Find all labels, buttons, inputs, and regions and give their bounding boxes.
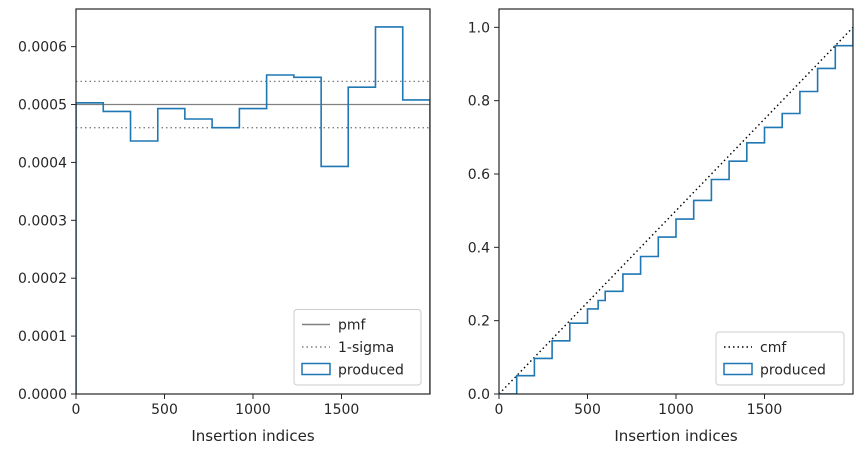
y-tick-label: 0.0003	[18, 213, 67, 229]
legend: cmf produced	[715, 331, 845, 386]
x-tick-label: 1000	[658, 402, 694, 418]
produced-series	[499, 27, 853, 394]
legend-label: pmf	[338, 318, 367, 334]
y-tick-label: 0.0000	[18, 387, 67, 403]
x-tick-label: 500	[151, 402, 178, 418]
right-chart-panel: 0 500 1000 1500 0.0 0.2 0.4 0.6 0.8 1.0 Insertion …	[468, 8, 854, 445]
y-tick-label: 0.2	[468, 314, 490, 330]
x-axis-label: Insertion indices	[614, 427, 737, 445]
plot-area	[76, 26, 430, 394]
y-tick-label: 0.0006	[18, 40, 67, 56]
x-tick-label: 1500	[324, 402, 360, 418]
x-tick-label: 1500	[747, 402, 783, 418]
plot-area	[499, 26, 853, 394]
produced-series	[76, 26, 430, 394]
legend-label: produced	[338, 363, 404, 379]
y-tick-label: 1.0	[468, 20, 490, 36]
legend-box	[293, 309, 422, 386]
y-tick-label: 0.0	[468, 387, 490, 403]
legend: pmf 1-sigma produced	[293, 309, 422, 386]
legend-label: 1-sigma	[338, 340, 394, 356]
legend-box	[715, 331, 845, 386]
x-tick-label: 500	[574, 402, 601, 418]
y-tick-label: 0.6	[468, 167, 490, 183]
left-chart-panel: 0 500 1000 1500 0.0000 0.0001 0.0002 0.0003 0.00…	[18, 8, 431, 445]
y-tick-label: 0.0002	[18, 271, 67, 287]
y-tick-label: 0.0004	[18, 155, 67, 171]
y-tick-label: 0.4	[468, 240, 490, 256]
y-tick-label: 0.0001	[18, 329, 67, 345]
legend-swatch	[723, 362, 753, 376]
x-tick-label: 0	[495, 402, 504, 418]
x-tick-label: 0	[72, 402, 81, 418]
x-tick-label: 1000	[235, 402, 271, 418]
legend-label: cmf	[760, 340, 787, 356]
legend-swatch	[301, 362, 331, 376]
legend-label: produced	[760, 363, 826, 379]
y-tick-label: 0.8	[468, 94, 490, 110]
y-tick-label: 0.0005	[18, 98, 67, 114]
x-axis-label: Insertion indices	[191, 427, 314, 445]
